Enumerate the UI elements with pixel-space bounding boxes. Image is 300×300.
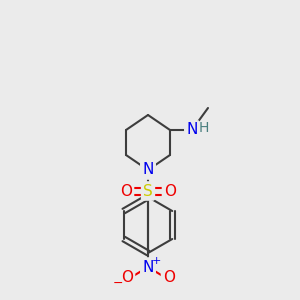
Text: H: H	[199, 121, 209, 135]
Text: +: +	[151, 256, 161, 266]
Text: −: −	[113, 277, 123, 290]
Text: N: N	[186, 122, 198, 137]
Text: N: N	[142, 260, 154, 274]
Text: N: N	[142, 163, 154, 178]
Text: S: S	[143, 184, 153, 199]
Text: O: O	[121, 271, 133, 286]
Text: O: O	[163, 271, 175, 286]
Text: O: O	[164, 184, 176, 199]
Text: O: O	[120, 184, 132, 199]
